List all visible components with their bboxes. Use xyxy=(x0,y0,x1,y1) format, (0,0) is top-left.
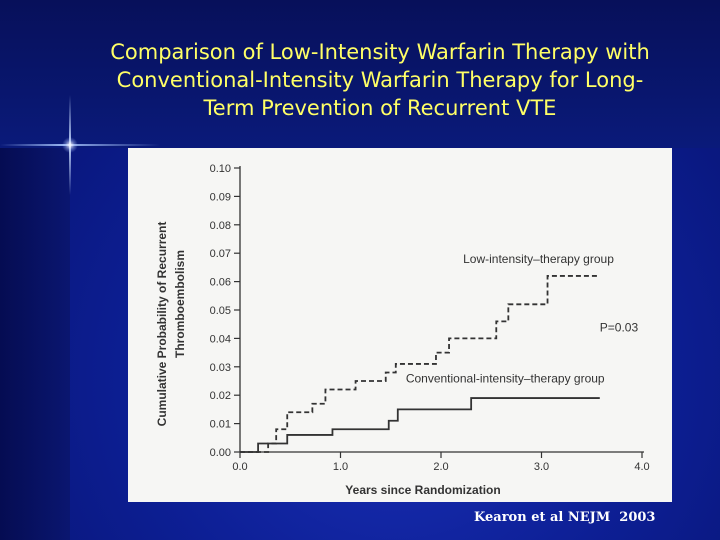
x-tick-label: 1.0 xyxy=(333,461,348,473)
y-tick-label: 0.05 xyxy=(210,305,231,317)
citation: Kearon et al NEJM 2003 xyxy=(474,510,656,525)
x-tick-label: 2.0 xyxy=(433,461,448,473)
title-line-1: Comparison of Low-Intensity Warfarin The… xyxy=(110,40,650,64)
slide-title: Comparison of Low-Intensity Warfarin The… xyxy=(90,38,670,122)
x-axis-label: Years since Randomization xyxy=(345,483,500,497)
y-tick-label: 0.10 xyxy=(210,163,231,175)
label-conventional-intensity: Conventional-intensity–therapy group xyxy=(406,371,605,385)
x-tick-label: 4.0 xyxy=(634,461,649,473)
y-axis-label-line-1: Cumulative Probability of Recurrent xyxy=(155,222,169,427)
y-tick-label: 0.04 xyxy=(210,333,231,345)
y-axis-label-line-2: Thromboembolism xyxy=(173,250,187,358)
y-tick-label: 0.00 xyxy=(210,447,231,459)
lens-flare-horizontal xyxy=(0,144,160,146)
title-line-3: Term Prevention of Recurrent VTE xyxy=(203,96,557,120)
y-tick-label: 0.06 xyxy=(210,277,231,289)
y-tick-label: 0.07 xyxy=(210,248,231,260)
series-line-low-intensity xyxy=(240,275,598,453)
label-p-value: P=0.03 xyxy=(600,320,639,334)
title-line-2: Conventional-Intensity Warfarin Therapy … xyxy=(116,68,644,92)
lens-flare-icon xyxy=(62,137,78,153)
label-low-intensity: Low-intensity–therapy group xyxy=(463,252,614,266)
x-tick-label: 0.0 xyxy=(232,461,247,473)
y-tick-label: 0.02 xyxy=(210,390,231,402)
y-tick-label: 0.08 xyxy=(210,220,231,232)
y-tick-label: 0.01 xyxy=(210,419,231,431)
y-tick-label: 0.09 xyxy=(210,191,231,203)
left-band xyxy=(0,148,70,540)
series-line-conventional-intensity xyxy=(240,397,600,453)
x-tick-label: 3.0 xyxy=(534,461,549,473)
chart-panel: 0.00 0.01 0.02 0.03 0.04 0.05 0.06 0.07 0.08 0.09… xyxy=(128,148,672,502)
y-tick-label: 0.03 xyxy=(210,362,231,374)
chart: 0.00 0.01 0.02 0.03 0.04 0.05 0.06 0.07 0.08 0.09… xyxy=(155,163,650,497)
title-band xyxy=(0,0,720,148)
